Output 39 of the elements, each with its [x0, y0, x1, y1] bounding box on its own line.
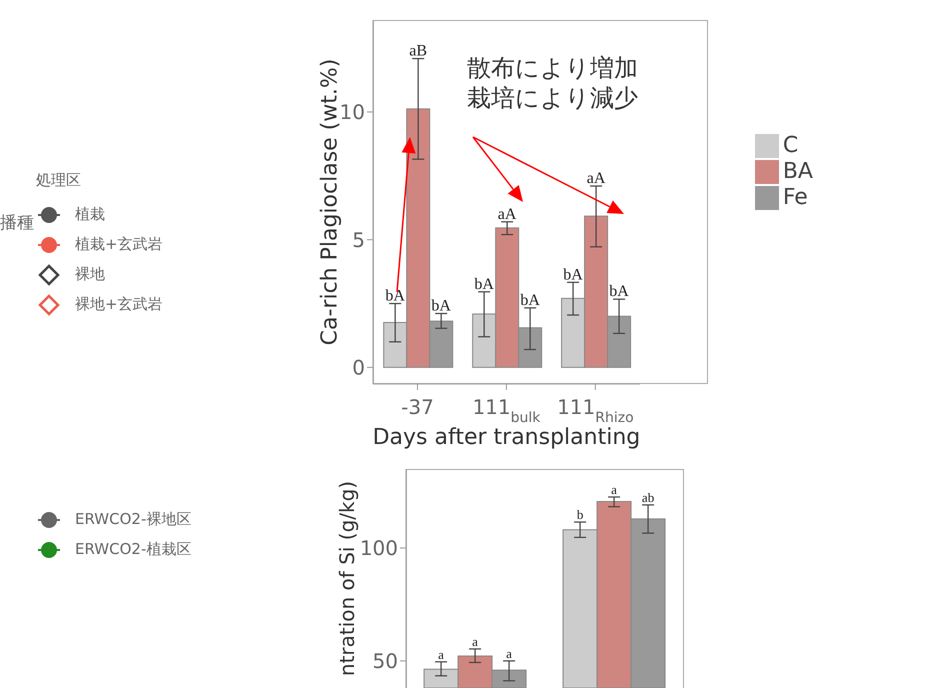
- data-label: aA: [586, 170, 606, 188]
- legend-title: 処理区: [36, 171, 81, 190]
- annotation: 散布により増加: [467, 53, 638, 84]
- legend-label: Fe: [782, 185, 808, 210]
- text: 裸地+玄武岩: [75, 295, 163, 314]
- text: 裸地: [75, 265, 105, 284]
- data-label: b: [576, 507, 584, 522]
- legend-label: C: [782, 133, 798, 158]
- text: 播種: [0, 212, 34, 234]
- data-label: a: [472, 634, 478, 649]
- data-label: bA: [520, 292, 540, 309]
- data-label: bA: [609, 283, 630, 300]
- data-label: bA: [431, 298, 452, 314]
- x-tick-label: -37: [401, 395, 434, 419]
- data-label: aA: [498, 206, 517, 223]
- text: 植栽: [75, 205, 105, 224]
- data-label: bA: [474, 276, 494, 293]
- y-tick-label: 5: [352, 228, 365, 252]
- data-label: a: [506, 646, 512, 661]
- y-axis-title: ntration of Si (g/kg): [335, 480, 359, 676]
- text: ERWCO2-裸地区: [75, 510, 192, 529]
- data-label: a: [611, 482, 618, 497]
- data-label: ab: [642, 490, 654, 505]
- data-label: aB: [409, 42, 428, 60]
- x-tick-label: 111$_{bulk}$: [472, 395, 542, 426]
- x-tick-label: 111$_{Rhizo}$: [557, 395, 634, 426]
- x-axis-title: Days after transplanting: [372, 425, 640, 450]
- y-tick-label: 50: [372, 649, 398, 674]
- text: ERWCO2-植栽区: [75, 540, 192, 559]
- text: 植栽+玄武岩: [75, 235, 163, 254]
- y-tick-label: 0: [352, 355, 365, 380]
- annotation: 栽培により減少: [467, 83, 638, 114]
- legend-label: BA: [782, 159, 813, 184]
- y-tick-label: 10: [340, 100, 365, 124]
- data-label: bA: [385, 288, 406, 305]
- y-axis-title: Ca-rich Plagioclase (wt.%): [318, 58, 342, 346]
- data-label: bA: [563, 266, 584, 284]
- y-tick-label: 100: [360, 536, 398, 560]
- data-label: a: [438, 646, 444, 662]
